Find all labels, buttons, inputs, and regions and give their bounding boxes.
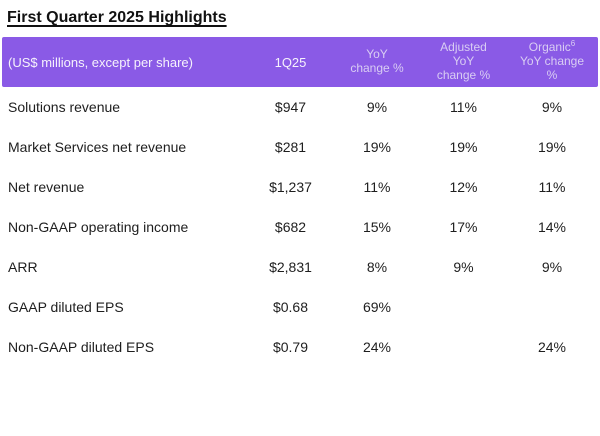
row-label: Non-GAAP diluted EPS xyxy=(8,339,155,355)
cell-1q25: $281 xyxy=(274,139,307,155)
cell-1q25: $947 xyxy=(274,99,307,115)
row-label: Solutions revenue xyxy=(8,99,121,115)
organic-footnote-marker: 6 xyxy=(570,39,576,49)
column-header-units: (US$ millions, except per share) xyxy=(8,54,193,70)
cell-adjusted-yoy-change: 9% xyxy=(453,259,474,275)
cell-organic-yoy-change: 24% xyxy=(537,339,567,355)
column-header-1q25: 1Q25 xyxy=(274,54,307,70)
column-header-yoy-change: YoY change % xyxy=(350,47,404,75)
cell-adjusted-yoy-change: 17% xyxy=(449,219,478,235)
cell-yoy-change: 24% xyxy=(362,339,392,355)
table-row: Market Services net revenue $281 19% 19%… xyxy=(2,127,598,167)
cell-yoy-change: 19% xyxy=(362,139,392,155)
cell-organic-yoy-change: 11% xyxy=(538,179,566,195)
cell-organic-yoy-change: 14% xyxy=(537,219,567,235)
table-row: Non-GAAP operating income $682 15% 17% 1… xyxy=(2,207,598,247)
table-row: Solutions revenue $947 9% 11% 9% xyxy=(2,87,598,127)
organic-label-rest: YoY change % xyxy=(519,54,585,82)
cell-1q25: $0.68 xyxy=(272,299,309,315)
table-row: ARR $2,831 8% 9% 9% xyxy=(2,247,598,287)
column-header-adjusted-yoy-change: Adjusted YoY change % xyxy=(436,40,491,82)
cell-yoy-change: 15% xyxy=(362,219,392,235)
cell-1q25: $2,831 xyxy=(269,259,312,275)
cell-organic-yoy-change: 9% xyxy=(541,259,563,275)
column-header-organic-yoy-change: Organic6 YoY change % xyxy=(506,39,598,82)
cell-adjusted-yoy-change: 12% xyxy=(449,179,478,195)
row-label: Non-GAAP operating income xyxy=(8,219,189,235)
row-label: Net revenue xyxy=(8,179,85,195)
row-label: Market Services net revenue xyxy=(8,139,187,155)
cell-organic-yoy-change: 9% xyxy=(541,99,563,115)
cell-1q25: $1,237 xyxy=(269,179,312,195)
cell-1q25: $682 xyxy=(274,219,307,235)
cell-1q25: $0.79 xyxy=(272,339,309,355)
highlights-table: (US$ millions, except per share) 1Q25 Yo… xyxy=(2,37,598,367)
row-label: GAAP diluted EPS xyxy=(8,299,124,315)
table-body: Solutions revenue $947 9% 11% 9% Market … xyxy=(2,87,598,367)
table-header-row: (US$ millions, except per share) 1Q25 Yo… xyxy=(2,37,598,87)
table-row: Net revenue $1,237 11% 12% 11% xyxy=(2,167,598,207)
cell-adjusted-yoy-change: 11% xyxy=(450,99,477,115)
slide: First Quarter 2025 Highlights (US$ milli… xyxy=(2,9,598,367)
cell-yoy-change: 69% xyxy=(362,299,392,315)
organic-label: Organic xyxy=(528,40,571,55)
row-label: ARR xyxy=(8,259,38,275)
table-row: GAAP diluted EPS $0.68 69% xyxy=(2,287,598,327)
cell-yoy-change: 8% xyxy=(366,259,388,275)
cell-adjusted-yoy-change: 19% xyxy=(449,139,478,155)
cell-organic-yoy-change: 19% xyxy=(537,139,567,155)
cell-yoy-change: 9% xyxy=(366,99,388,115)
table-row: Non-GAAP diluted EPS $0.79 24% 24% xyxy=(2,327,598,367)
page-title: First Quarter 2025 Highlights xyxy=(7,9,227,26)
cell-yoy-change: 11% xyxy=(363,179,391,195)
